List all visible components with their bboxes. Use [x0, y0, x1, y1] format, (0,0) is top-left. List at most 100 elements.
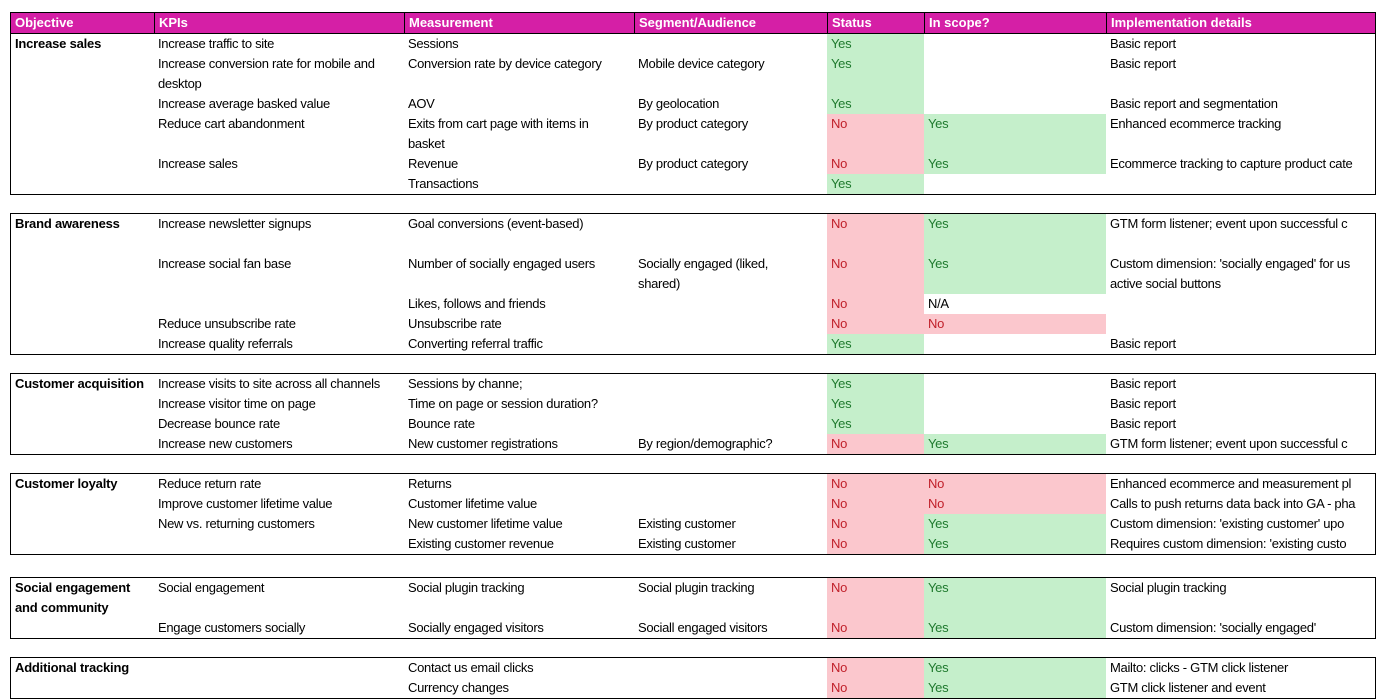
objective-cell[interactable]: Customer loyalty	[11, 474, 154, 494]
segment-cell[interactable]: Socially engaged (liked, shared)	[634, 254, 827, 294]
measurement-cell[interactable]: Unsubscribe rate	[404, 314, 634, 334]
objective-cell[interactable]	[11, 94, 154, 114]
kpi-cell[interactable]: Social engagement	[154, 578, 404, 618]
implementation-cell[interactable]: Ecommerce tracking to capture product ca…	[1106, 154, 1375, 174]
in-scope-cell[interactable]	[924, 94, 1106, 114]
implementation-cell[interactable]: Basic report	[1106, 414, 1375, 434]
measurement-cell[interactable]: New customer registrations	[404, 434, 634, 454]
segment-cell[interactable]: Existing customer	[634, 514, 827, 534]
segment-cell[interactable]	[634, 414, 827, 434]
kpi-cell[interactable]	[154, 294, 404, 314]
kpi-cell[interactable]	[154, 174, 404, 194]
segment-cell[interactable]: Social plugin tracking	[634, 578, 827, 618]
objective-cell[interactable]	[11, 678, 154, 698]
measurement-cell[interactable]: Sessions by channe;	[404, 374, 634, 394]
status-cell[interactable]: No	[827, 294, 924, 314]
objective-cell[interactable]	[11, 294, 154, 314]
measurement-cell[interactable]: Contact us email clicks	[404, 658, 634, 678]
implementation-cell[interactable]: Custom dimension: 'existing customer' up…	[1106, 514, 1375, 534]
segment-cell[interactable]: By product category	[634, 154, 827, 174]
status-cell[interactable]: Yes	[827, 374, 924, 394]
implementation-cell[interactable]: Requires custom dimension: 'existing cus…	[1106, 534, 1375, 554]
measurement-cell[interactable]: Conversion rate by device category	[404, 54, 634, 94]
segment-cell[interactable]	[634, 658, 827, 678]
implementation-cell[interactable]	[1106, 314, 1375, 334]
kpi-cell[interactable]: Increase quality referrals	[154, 334, 404, 354]
column-header-implementation[interactable]: Implementation details	[1106, 13, 1375, 33]
implementation-cell[interactable]	[1106, 174, 1375, 194]
column-header-segment[interactable]: Segment/Audience	[634, 13, 827, 33]
kpi-cell[interactable]: Increase average basked value	[154, 94, 404, 114]
objective-cell[interactable]	[11, 154, 154, 174]
status-cell[interactable]: No	[827, 658, 924, 678]
in-scope-cell[interactable]: Yes	[924, 434, 1106, 454]
segment-cell[interactable]	[634, 374, 827, 394]
in-scope-cell[interactable]	[924, 374, 1106, 394]
kpi-cell[interactable]	[154, 658, 404, 678]
in-scope-cell[interactable]: Yes	[924, 534, 1106, 554]
status-cell[interactable]: No	[827, 314, 924, 334]
status-cell[interactable]: No	[827, 474, 924, 494]
segment-cell[interactable]	[634, 334, 827, 354]
segment-cell[interactable]	[634, 314, 827, 334]
objective-cell[interactable]	[11, 414, 154, 434]
objective-cell[interactable]: Customer acquisition	[11, 374, 154, 394]
kpi-cell[interactable]: Reduce cart abandonment	[154, 114, 404, 154]
measurement-cell[interactable]: New customer lifetime value	[404, 514, 634, 534]
implementation-cell[interactable]: Custom dimension: 'socially engaged'	[1106, 618, 1375, 638]
measurement-cell[interactable]: Currency changes	[404, 678, 634, 698]
status-cell[interactable]: No	[827, 434, 924, 454]
in-scope-cell[interactable]: Yes	[924, 678, 1106, 698]
status-cell[interactable]: Yes	[827, 414, 924, 434]
column-header-status[interactable]: Status	[827, 13, 924, 33]
in-scope-cell[interactable]: No	[924, 474, 1106, 494]
implementation-cell[interactable]: Basic report	[1106, 394, 1375, 414]
objective-cell[interactable]: Additional tracking	[11, 658, 154, 678]
kpi-cell[interactable]: Reduce unsubscribe rate	[154, 314, 404, 334]
in-scope-cell[interactable]: Yes	[924, 618, 1106, 638]
segment-cell[interactable]	[634, 34, 827, 54]
in-scope-cell[interactable]: Yes	[924, 154, 1106, 174]
in-scope-cell[interactable]: Yes	[924, 578, 1106, 618]
kpi-cell[interactable]: Increase traffic to site	[154, 34, 404, 54]
objective-cell[interactable]	[11, 618, 154, 638]
in-scope-cell[interactable]	[924, 394, 1106, 414]
in-scope-cell[interactable]	[924, 54, 1106, 94]
measurement-cell[interactable]: Likes, follows and friends	[404, 294, 634, 314]
implementation-cell[interactable]: Social plugin tracking	[1106, 578, 1375, 618]
status-cell[interactable]: No	[827, 578, 924, 618]
status-cell[interactable]: Yes	[827, 54, 924, 94]
status-cell[interactable]: No	[827, 154, 924, 174]
in-scope-cell[interactable]: No	[924, 314, 1106, 334]
segment-cell[interactable]: Existing customer	[634, 534, 827, 554]
objective-cell[interactable]	[11, 494, 154, 514]
kpi-cell[interactable]: Increase newsletter signups	[154, 214, 404, 254]
objective-cell[interactable]: Brand awareness	[11, 214, 154, 254]
implementation-cell[interactable]: Basic report	[1106, 374, 1375, 394]
column-header-in-scope[interactable]: In scope?	[924, 13, 1106, 33]
measurement-cell[interactable]: Customer lifetime value	[404, 494, 634, 514]
measurement-cell[interactable]: Goal conversions (event-based)	[404, 214, 634, 254]
kpi-cell[interactable]: Increase sales	[154, 154, 404, 174]
measurement-cell[interactable]: Time on page or session duration?	[404, 394, 634, 414]
status-cell[interactable]: No	[827, 114, 924, 154]
implementation-cell[interactable]: GTM click listener and event	[1106, 678, 1375, 698]
status-cell[interactable]: No	[827, 214, 924, 254]
implementation-cell[interactable]: Basic report and segmentation	[1106, 94, 1375, 114]
in-scope-cell[interactable]: N/A	[924, 294, 1106, 314]
status-cell[interactable]: Yes	[827, 94, 924, 114]
status-cell[interactable]: No	[827, 514, 924, 534]
implementation-cell[interactable]: Enhanced ecommerce tracking	[1106, 114, 1375, 154]
in-scope-cell[interactable]	[924, 334, 1106, 354]
measurement-cell[interactable]: Number of socially engaged users	[404, 254, 634, 294]
kpi-cell[interactable]: Reduce return rate	[154, 474, 404, 494]
objective-cell[interactable]	[11, 434, 154, 454]
implementation-cell[interactable]: GTM form listener; event upon successful…	[1106, 214, 1375, 254]
kpi-cell[interactable]: Decrease bounce rate	[154, 414, 404, 434]
measurement-cell[interactable]: Social plugin tracking	[404, 578, 634, 618]
segment-cell[interactable]: By product category	[634, 114, 827, 154]
objective-cell[interactable]	[11, 534, 154, 554]
objective-cell[interactable]	[11, 394, 154, 414]
kpi-cell[interactable]: Increase conversion rate for mobile and …	[154, 54, 404, 94]
in-scope-cell[interactable]	[924, 414, 1106, 434]
